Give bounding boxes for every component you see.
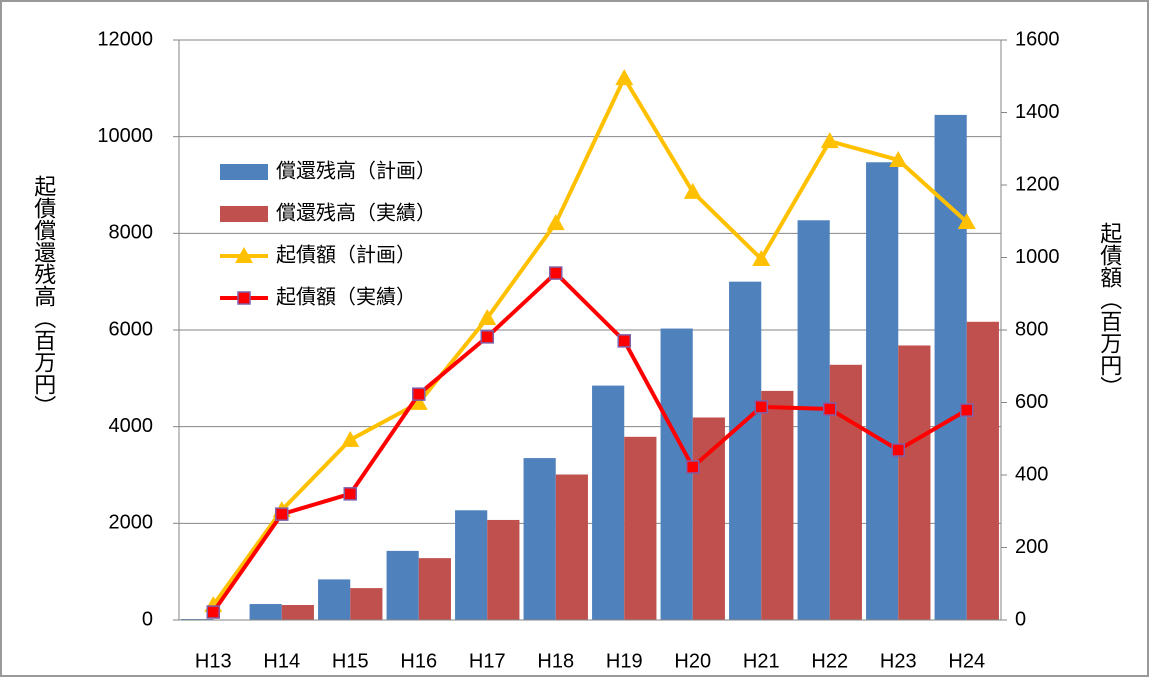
y-tick-label: 8000 (109, 222, 154, 244)
x-tick-label: H20 (674, 650, 711, 672)
y-tick-label: 0 (142, 608, 153, 630)
bar (797, 220, 830, 621)
bar (418, 558, 451, 620)
x-tick-label: H21 (743, 650, 780, 672)
marker (478, 309, 497, 326)
y2-tick-label: 0 (1015, 608, 1026, 630)
marker (341, 430, 360, 447)
x-tick-label: H22 (811, 650, 848, 672)
marker (686, 460, 700, 474)
marker (889, 150, 908, 167)
bar (350, 588, 383, 620)
x-tick-label: H24 (948, 650, 985, 672)
legend-label: 償還残高（計画） (276, 159, 436, 182)
bar (281, 605, 314, 620)
marker (615, 69, 634, 86)
bar (729, 281, 762, 620)
y-axis-label: 起債償還残高（百万円） (31, 175, 56, 417)
marker (617, 334, 631, 348)
y2-tick-label: 600 (1015, 391, 1048, 413)
y2-tick-label: 400 (1015, 463, 1048, 485)
legend-label: 起債額（計画） (276, 243, 416, 266)
legend-label: 起債額（実績） (276, 285, 416, 308)
bar (555, 474, 588, 620)
x-tick-label: H19 (606, 650, 643, 672)
x-tick-label: H13 (195, 650, 232, 672)
y2-tick-label: 200 (1015, 536, 1048, 558)
marker (343, 487, 357, 501)
line (211, 271, 968, 614)
y2-tick-label: 1000 (1015, 246, 1060, 268)
y2-tick-label: 1200 (1015, 173, 1060, 195)
marker (480, 330, 494, 344)
bar (318, 579, 351, 620)
legend-label: 償還残高（実績） (276, 201, 436, 224)
marker (823, 402, 837, 416)
bar (455, 510, 488, 620)
legend-swatch (220, 164, 268, 180)
y2-tick-label: 1400 (1015, 101, 1060, 123)
bar (898, 345, 931, 620)
y-tick-label: 4000 (109, 415, 154, 437)
x-tick-label: H23 (880, 650, 917, 672)
legend-swatch (220, 206, 268, 222)
bar (934, 114, 967, 621)
bar (692, 417, 725, 620)
marker (275, 507, 289, 521)
legend-marker (237, 291, 251, 305)
y-tick-label: 6000 (109, 318, 154, 340)
y-tick-label: 2000 (109, 512, 154, 534)
x-tick-label: H17 (469, 650, 506, 672)
bar (624, 436, 657, 620)
y2-tick-label: 1600 (1015, 28, 1060, 50)
bar (966, 321, 999, 620)
bar (866, 162, 899, 621)
x-tick-label: H14 (263, 650, 300, 672)
bar (487, 519, 520, 620)
y-tick-label: 10000 (97, 125, 153, 147)
bar (386, 550, 419, 620)
bar (592, 385, 625, 620)
marker (754, 400, 768, 414)
marker (960, 403, 974, 417)
marker (546, 214, 565, 231)
marker (409, 393, 428, 410)
marker (549, 266, 563, 280)
x-tick-label: H18 (537, 650, 574, 672)
marker (683, 182, 702, 199)
marker (752, 249, 771, 266)
bar (249, 604, 282, 620)
bar (523, 458, 556, 620)
x-tick-label: H16 (400, 650, 437, 672)
x-tick-label: H15 (332, 650, 369, 672)
marker (206, 605, 220, 619)
bar (761, 390, 794, 620)
bar (660, 328, 693, 620)
marker (957, 212, 976, 229)
line (211, 76, 969, 607)
marker (820, 132, 839, 149)
marker (891, 443, 905, 457)
y2-tick-label: 800 (1015, 318, 1048, 340)
legend-marker (235, 247, 253, 263)
y2-axis-label: 起債額（百万円） (1097, 222, 1122, 398)
y-tick-label: 12000 (97, 28, 153, 50)
marker (412, 387, 426, 401)
